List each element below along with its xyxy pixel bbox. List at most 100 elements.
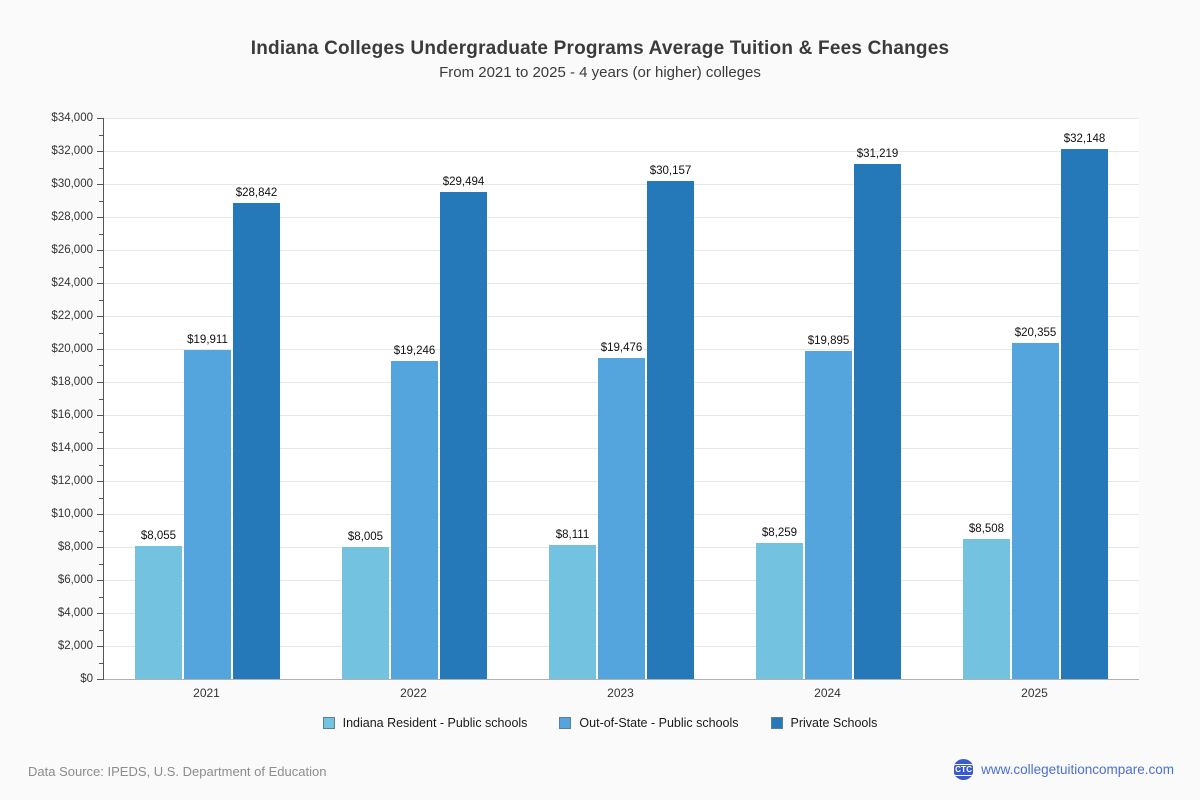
- bar[interactable]: [135, 546, 182, 679]
- gridline: [104, 184, 1139, 185]
- y-axis-label: $28,000: [51, 211, 93, 223]
- bar-group-2024: $8,259 $19,895 $31,219: [725, 118, 932, 679]
- gridline: [104, 217, 1139, 218]
- bar[interactable]: [963, 538, 1010, 679]
- bar[interactable]: [391, 361, 438, 679]
- bar-group-2021: $8,055 $19,911 $28,842: [104, 118, 311, 679]
- bar[interactable]: [184, 350, 231, 679]
- plot-area: $0 $2,000 $4,000 $6,000 $8,000 $10,000 $12,000…: [51, 112, 1139, 685]
- bars-layer: $8,055 $19,911 $28,842 $8,005 $19,246 $29,494…: [104, 118, 1139, 679]
- gridline: [104, 283, 1139, 284]
- y-axis-label: $8,000: [57, 541, 93, 553]
- legend-label: Private Schools: [790, 716, 878, 730]
- y-axis-label: $4,000: [57, 606, 93, 619]
- y-axis-label: $10,000: [51, 508, 93, 520]
- bar-column: $28,842: [233, 118, 280, 679]
- bar-value-label: $8,005: [347, 530, 384, 543]
- legend-label: Indiana Resident - Public schools: [342, 716, 528, 730]
- y-minor-tick: [99, 398, 104, 400]
- bar-column: $19,246: [391, 118, 438, 679]
- bar-column: $32,148: [1061, 118, 1108, 679]
- bar[interactable]: [756, 542, 803, 679]
- x-axis: 2021 2022 2023 2024 2025: [103, 686, 1138, 700]
- bar-column: $8,055: [135, 118, 182, 679]
- y-minor-tick: [99, 299, 104, 301]
- bar-column: $19,911: [184, 118, 231, 679]
- bar-column: $8,508: [963, 118, 1010, 679]
- bar[interactable]: [598, 357, 645, 679]
- y-axis-label: $30,000: [51, 178, 93, 190]
- y-minor-tick: [99, 629, 104, 631]
- y-major-tick: [97, 415, 104, 416]
- bar-value-label: $29,494: [442, 176, 485, 189]
- y-major-tick: [97, 250, 104, 251]
- legend-marker-icon: [322, 717, 335, 729]
- y-axis-label: $20,000: [51, 343, 93, 355]
- bar-value-label: $30,157: [649, 165, 692, 178]
- legend-item[interactable]: Private Schools: [770, 716, 878, 730]
- legend-label: Out-of-State - Public schools: [579, 716, 739, 730]
- y-major-tick: [97, 349, 104, 350]
- chart-title: Indiana Colleges Undergraduate Programs …: [250, 38, 950, 59]
- y-major-tick: [97, 283, 104, 284]
- legend-item[interactable]: Indiana Resident - Public schools: [322, 716, 528, 730]
- y-major-tick: [97, 679, 104, 680]
- bar-column: $8,111: [549, 118, 596, 679]
- bar-value-label: $8,111: [555, 529, 590, 542]
- bar-group-2023: $8,111 $19,476 $30,157: [518, 118, 725, 679]
- y-major-tick: [97, 481, 104, 482]
- y-major-tick: [97, 382, 104, 383]
- bar[interactable]: [805, 350, 852, 679]
- y-major-tick: [97, 547, 104, 548]
- y-axis-label: $6,000: [57, 574, 93, 586]
- bar-value-label: $19,246: [393, 345, 436, 358]
- y-minor-tick: [99, 332, 104, 334]
- bar[interactable]: [440, 192, 487, 679]
- y-axis-label: $12,000: [51, 475, 93, 487]
- y-axis-label: $22,000: [51, 310, 93, 322]
- bar-value-label: $19,911: [187, 334, 228, 347]
- y-axis-label: $14,000: [51, 442, 93, 454]
- x-axis-label: 2022: [400, 686, 427, 700]
- y-minor-tick: [99, 497, 104, 499]
- bar[interactable]: [342, 546, 389, 679]
- bar-column: $8,005: [342, 118, 389, 679]
- y-axis-label: $16,000: [51, 409, 93, 421]
- y-minor-tick: [99, 662, 104, 664]
- bar[interactable]: [647, 181, 694, 679]
- y-axis-label: $34,000: [51, 112, 93, 124]
- bar-value-label: $32,148: [1063, 132, 1106, 145]
- bar-column: $29,494: [440, 118, 487, 679]
- bar-group-2025: $8,508 $20,355 $32,148: [932, 118, 1139, 679]
- legend-item[interactable]: Out-of-State - Public schools: [559, 716, 739, 730]
- ctc-logo-text: CTC: [953, 763, 975, 776]
- bar-value-label: $31,219: [856, 147, 899, 160]
- y-minor-tick: [99, 200, 104, 202]
- bar[interactable]: [549, 545, 596, 679]
- bar[interactable]: [233, 203, 280, 679]
- data-source-note: Data Source: IPEDS, U.S. Department of E…: [28, 764, 327, 779]
- y-major-tick: [97, 612, 104, 614]
- y-major-tick: [97, 217, 104, 218]
- y-axis-label: $18,000: [51, 376, 93, 388]
- site-link[interactable]: CTC www.collegetuitioncompare.com: [953, 759, 1174, 780]
- y-minor-tick: [99, 365, 104, 367]
- bar-group-2022: $8,005 $19,246 $29,494: [311, 118, 518, 679]
- y-minor-tick: [99, 134, 104, 136]
- gridline: [104, 250, 1139, 251]
- bar[interactable]: [1061, 148, 1108, 679]
- chart-subtitle: From 2021 to 2025 - 4 years (or higher) …: [439, 64, 761, 81]
- y-major-tick: [97, 580, 104, 581]
- bar-column: $19,476: [598, 118, 645, 679]
- bar-column: $8,259: [756, 118, 803, 679]
- bar-value-label: $8,508: [968, 522, 1005, 535]
- bar-value-label: $19,476: [600, 341, 643, 354]
- y-minor-tick: [99, 431, 104, 433]
- gridline: [104, 151, 1139, 152]
- y-minor-tick: [99, 563, 104, 565]
- bar[interactable]: [1012, 343, 1059, 679]
- bar[interactable]: [854, 163, 901, 679]
- site-url: www.collegetuitioncompare.com: [981, 762, 1174, 777]
- bar-column: $20,355: [1012, 118, 1059, 679]
